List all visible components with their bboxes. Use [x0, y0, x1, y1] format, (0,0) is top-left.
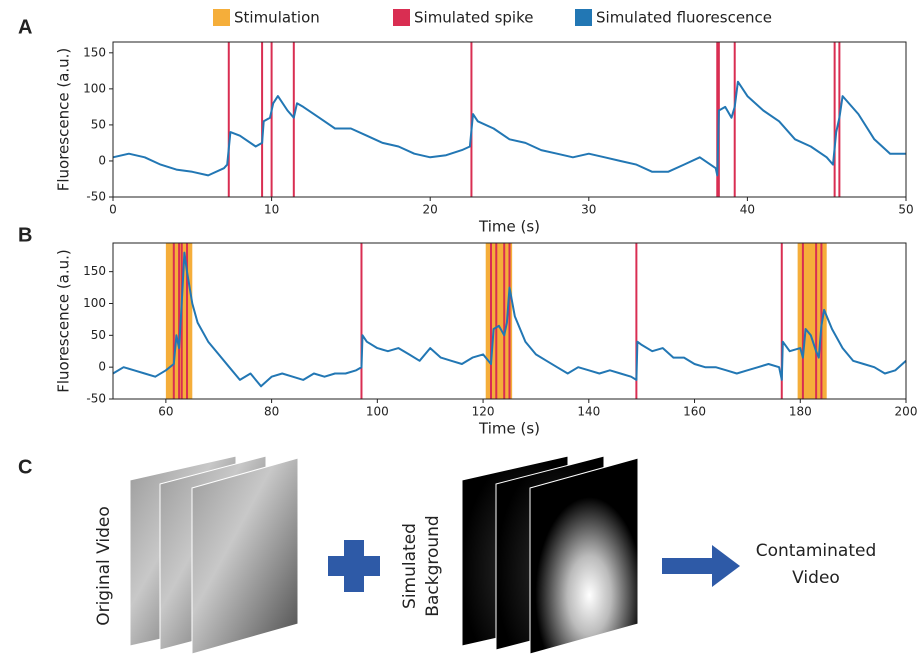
- arrow: [662, 545, 740, 587]
- x-tick-label: 60: [158, 405, 173, 419]
- plot-frame: [112, 41, 907, 198]
- panel-label: C: [18, 456, 32, 478]
- background-label: Background: [423, 515, 443, 616]
- x-tick-label: 160: [683, 405, 706, 419]
- result-label: Video: [792, 568, 840, 588]
- video-frame: [191, 457, 299, 655]
- plus-sign: [328, 540, 380, 592]
- x-axis-label: Time (s): [478, 218, 540, 236]
- y-tick-label: 100: [83, 81, 106, 95]
- plot-frame: [112, 242, 907, 400]
- x-tick-label: 200: [895, 405, 918, 419]
- x-tick-label: 10: [264, 203, 279, 217]
- panel-label: B: [18, 224, 32, 246]
- x-tick-label: 100: [366, 405, 389, 419]
- y-tick-label: -50: [86, 190, 106, 204]
- legend-label: Simulated spike: [414, 9, 533, 27]
- background-stack: [461, 455, 639, 655]
- result-label: Contaminated: [756, 541, 877, 561]
- legend-label: Simulated fluorescence: [596, 9, 772, 27]
- background-label: Simulated: [400, 523, 420, 609]
- stimulation-span: [485, 243, 513, 399]
- panel-label: A: [18, 16, 32, 38]
- original-video-stack: [129, 455, 299, 655]
- x-axis-label: Time (s): [478, 420, 540, 438]
- y-tick-label: 50: [91, 117, 106, 131]
- x-tick-label: 40: [740, 203, 755, 217]
- legend-label: Stimulation: [234, 9, 320, 27]
- y-axis-label: Fluorescence (a.u.): [55, 249, 73, 393]
- y-tick-label: 0: [98, 360, 106, 374]
- fluorescence-trace: [112, 80, 906, 177]
- background-frame: [529, 457, 639, 655]
- y-tick-label: -50: [86, 392, 106, 406]
- legend-swatch: [213, 9, 230, 26]
- y-tick-label: 150: [83, 45, 106, 59]
- legend-swatch: [575, 9, 592, 26]
- legend-swatch: [393, 9, 410, 26]
- x-tick-label: 30: [581, 203, 596, 217]
- y-tick-label: 150: [83, 264, 106, 278]
- x-tick-label: 50: [898, 203, 913, 217]
- x-tick-label: 0: [109, 203, 117, 217]
- x-tick-label: 180: [789, 405, 812, 419]
- x-tick-label: 20: [423, 203, 438, 217]
- y-axis-label: Fluorescence (a.u.): [55, 48, 73, 192]
- x-tick-label: 120: [472, 405, 495, 419]
- x-tick-label: 140: [577, 405, 600, 419]
- y-tick-label: 100: [83, 296, 106, 310]
- y-tick-label: 50: [91, 328, 106, 342]
- y-tick-label: 0: [98, 153, 106, 167]
- fluorescence-trace: [112, 251, 907, 388]
- original-video-label: Original Video: [94, 506, 114, 626]
- x-tick-label: 80: [264, 405, 279, 419]
